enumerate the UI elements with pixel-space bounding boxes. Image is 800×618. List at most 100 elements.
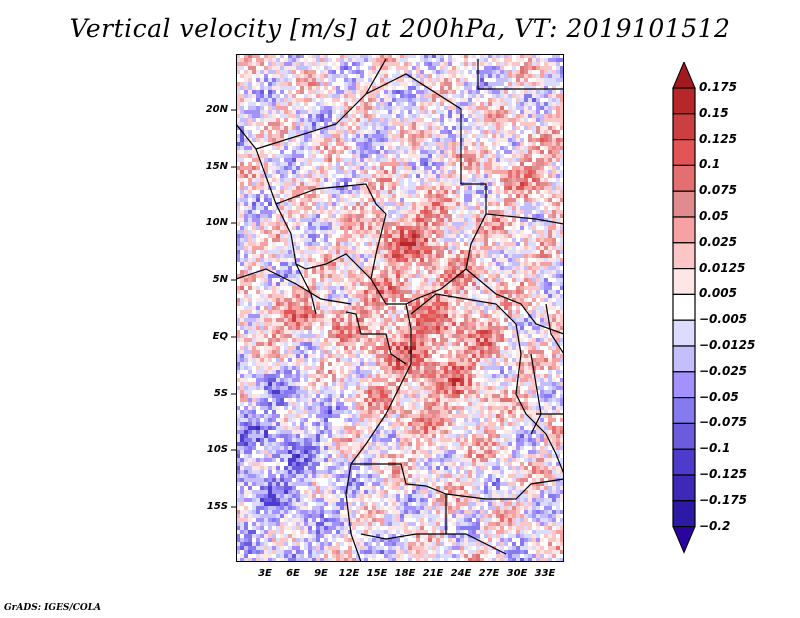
- field-cell: [468, 318, 472, 322]
- field-cell: [472, 254, 476, 258]
- field-cell: [248, 278, 252, 282]
- field-cell: [328, 274, 332, 278]
- field-cell: [264, 310, 268, 314]
- field-cell: [468, 94, 472, 98]
- field-cell: [272, 222, 276, 226]
- field-cell: [432, 226, 436, 230]
- field-cell: [544, 198, 548, 202]
- field-cell: [404, 282, 408, 286]
- field-cell: [360, 106, 364, 110]
- field-cell: [424, 318, 428, 322]
- field-cell: [292, 218, 296, 222]
- field-cell: [384, 310, 388, 314]
- field-cell: [296, 306, 300, 310]
- field-cell: [432, 326, 436, 330]
- field-cell: [468, 222, 472, 226]
- field-cell: [504, 274, 508, 278]
- field-cell: [240, 214, 244, 218]
- field-cell: [336, 98, 340, 102]
- field-cell: [404, 194, 408, 198]
- field-cell: [316, 62, 320, 66]
- field-cell: [312, 70, 316, 74]
- field-cell: [452, 94, 456, 98]
- field-cell: [532, 266, 536, 270]
- field-cell: [236, 290, 240, 294]
- field-cell: [376, 330, 380, 334]
- field-cell: [300, 166, 304, 170]
- field-cell: [552, 138, 556, 142]
- field-cell: [432, 222, 436, 226]
- field-cell: [476, 138, 480, 142]
- field-cell: [256, 178, 260, 182]
- field-cell: [300, 178, 304, 182]
- field-cell: [472, 166, 476, 170]
- field-cell: [272, 118, 276, 122]
- field-cell: [516, 330, 520, 334]
- field-cell: [516, 194, 520, 198]
- field-cell: [260, 290, 264, 294]
- field-cell: [408, 330, 412, 334]
- field-cell: [448, 70, 452, 74]
- field-cell: [276, 182, 280, 186]
- field-cell: [468, 210, 472, 214]
- field-cell: [544, 86, 548, 90]
- field-cell: [536, 322, 540, 326]
- field-cell: [428, 230, 432, 234]
- field-cell: [436, 266, 440, 270]
- field-cell: [464, 138, 468, 142]
- field-cell: [284, 210, 288, 214]
- field-cell: [368, 98, 372, 102]
- field-cell: [320, 306, 324, 310]
- field-cell: [412, 182, 416, 186]
- field-cell: [364, 122, 368, 126]
- field-cell: [544, 162, 548, 166]
- field-cell: [252, 254, 256, 258]
- field-cell: [508, 302, 512, 306]
- field-cell: [260, 270, 264, 274]
- field-cell: [400, 258, 404, 262]
- field-cell: [300, 282, 304, 286]
- field-cell: [456, 86, 460, 90]
- field-cell: [272, 302, 276, 306]
- field-cell: [472, 170, 476, 174]
- field-cell: [440, 298, 444, 302]
- field-cell: [292, 150, 296, 154]
- field-cell: [492, 310, 496, 314]
- field-cell: [264, 130, 268, 134]
- field-cell: [488, 262, 492, 266]
- field-cell: [292, 74, 296, 78]
- field-cell: [544, 114, 548, 118]
- field-cell: [280, 86, 284, 90]
- field-cell: [544, 270, 548, 274]
- field-cell: [552, 230, 556, 234]
- field-cell: [544, 178, 548, 182]
- field-cell: [416, 66, 420, 70]
- field-cell: [336, 278, 340, 282]
- field-cell: [364, 290, 368, 294]
- field-cell: [296, 174, 300, 178]
- field-cell: [520, 94, 524, 98]
- field-cell: [252, 182, 256, 186]
- field-cell: [316, 78, 320, 82]
- field-cell: [364, 294, 368, 298]
- field-cell: [496, 114, 500, 118]
- field-cell: [408, 222, 412, 226]
- field-cell: [408, 186, 412, 190]
- field-cell: [504, 62, 508, 66]
- field-cell: [264, 58, 268, 62]
- field-cell: [312, 170, 316, 174]
- field-cell: [444, 202, 448, 206]
- field-cell: [524, 258, 528, 262]
- field-cell: [312, 322, 316, 326]
- field-cell: [420, 134, 424, 138]
- field-cell: [352, 310, 356, 314]
- field-cell: [360, 274, 364, 278]
- field-cell: [532, 174, 536, 178]
- field-cell: [552, 90, 556, 94]
- field-cell: [284, 170, 288, 174]
- field-cell: [556, 326, 560, 330]
- field-cell: [304, 110, 308, 114]
- field-cell: [372, 174, 376, 178]
- field-cell: [476, 186, 480, 190]
- field-cell: [520, 138, 524, 142]
